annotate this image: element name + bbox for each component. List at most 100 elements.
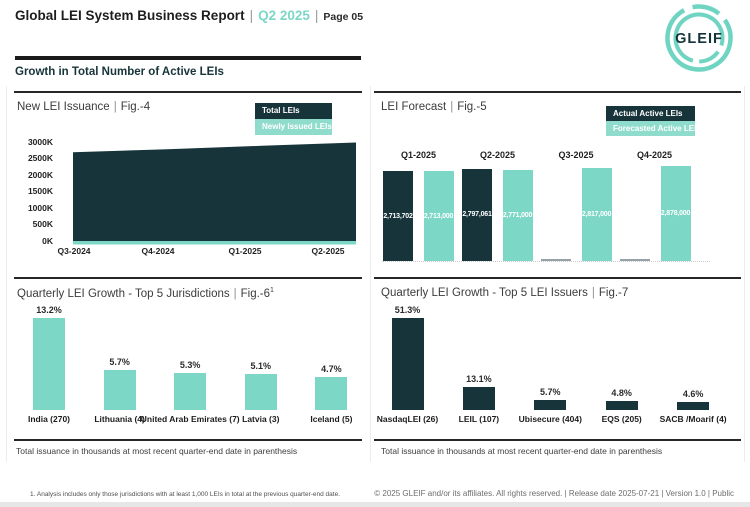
pct-bar xyxy=(391,318,424,410)
fig5-empty-actual-marker xyxy=(541,258,571,261)
fig5-empty-actual-marker xyxy=(620,258,650,261)
fig4-y-tick: 1500K xyxy=(27,186,53,196)
title-divider: | xyxy=(450,101,454,113)
fig4-x-tick: Q1-2025 xyxy=(228,246,262,256)
fig4-fig-label: Fig.-4 xyxy=(120,101,151,113)
fig5-category-label: Q4-2025 xyxy=(636,150,673,160)
pct-value-label: 5.7% xyxy=(540,386,561,397)
fig4-x-tick: Q3-2024 xyxy=(57,246,91,256)
fig5-title-text: LEI Forecast xyxy=(381,101,447,113)
pct-category-label: Latvia (3) xyxy=(242,414,280,424)
fig5-actual-value-label: 2,713,702 xyxy=(383,212,413,220)
fig5-forecast-bar: 2,817,000 xyxy=(581,168,612,261)
fig5-legend: Actual Active LEIs Forecasted Active LEI… xyxy=(606,106,695,136)
pct-bar xyxy=(103,370,136,410)
fig5-actual-bar: 2,713,702 xyxy=(383,171,413,261)
legend-item-newly-issued-leis: Newly Issued LEIs xyxy=(255,119,332,135)
fig5-forecast-value-label: 2,817,000 xyxy=(581,210,612,218)
fig5-category-label: Q2-2025 xyxy=(479,150,516,160)
pct-category-label: India (270) xyxy=(27,414,71,424)
pct-bar xyxy=(244,374,277,410)
fig5-actual-bar: 2,797,061 xyxy=(462,168,492,261)
fig6-title: Quarterly LEI Growth - Top 5 Jurisdictio… xyxy=(17,287,274,300)
fig5-category-label: Q3-2025 xyxy=(558,150,594,160)
section-heading: Growth in Total Number of Active LEIs xyxy=(15,66,224,78)
fig5-forecast-value-label: 2,771,000 xyxy=(502,211,533,219)
fig7-title-text: Quarterly LEI Growth - Top 5 LEI Issuers xyxy=(381,287,588,299)
fig5-actual-value-label: 2,797,061 xyxy=(462,211,492,219)
fig4-y-tick: 2000K xyxy=(27,169,53,180)
panel-rule xyxy=(374,277,741,279)
fig7-title: Quarterly LEI Growth - Top 5 LEI Issuers… xyxy=(381,287,628,299)
pct-category-label: NasdaqLEI (26) xyxy=(376,414,439,424)
title-divider: | xyxy=(113,101,117,113)
fig7-fig-label: Fig.-7 xyxy=(598,287,629,299)
pct-bar xyxy=(534,399,567,410)
legend-item-total-leis: Total LEIs xyxy=(255,103,332,119)
pct-category-label: EQS (205) xyxy=(601,414,642,424)
fig4-title: New LEI Issuance | Fig.-4 xyxy=(17,101,150,113)
fig5-title: LEI Forecast | Fig.-5 xyxy=(381,101,487,113)
pct-bar xyxy=(33,318,65,410)
title-divider: | xyxy=(591,287,595,299)
panel-rule xyxy=(374,91,741,93)
fig5-baseline xyxy=(382,261,710,262)
pct-bar xyxy=(174,373,207,410)
fig7-note: Total issuance in thousands at most rece… xyxy=(381,446,663,456)
title-divider: | xyxy=(233,287,237,300)
fig4-area-svg xyxy=(73,142,356,245)
pct-value-label: 51.3% xyxy=(394,305,421,315)
fig4-y-tick: 500K xyxy=(32,219,53,229)
fig5-category-label: Q1-2025 xyxy=(400,150,437,160)
panel-edge-right xyxy=(744,86,745,462)
fig4-total-leis-area xyxy=(73,142,356,241)
fig4-y-tick: 2500K xyxy=(27,153,53,163)
footnote: 1. Analysis includes only those jurisdic… xyxy=(30,491,341,498)
pct-value-label: 5.7% xyxy=(109,357,130,368)
fig4-y-tick: 0K xyxy=(42,235,53,246)
pct-value-label: 5.3% xyxy=(179,360,201,371)
fig5-fig-label: Fig.-5 xyxy=(457,101,487,113)
pct-value-label: 4.8% xyxy=(611,388,632,399)
fig4-title-text: New LEI Issuance xyxy=(17,101,110,113)
pct-bar xyxy=(605,401,638,410)
panel-rule xyxy=(14,439,362,441)
gleif-logo-text: GLEIF xyxy=(675,31,723,47)
fig5-forecast-value-label: 2,713,000 xyxy=(423,212,454,220)
fig4-legend: Total LEIs Newly Issued LEIs xyxy=(255,103,332,135)
pct-bar xyxy=(677,401,710,410)
page-number-label: Page 05 xyxy=(323,11,364,23)
fig4-x-tick: Q4-2024 xyxy=(141,246,175,256)
fig6-note: Total issuance in thousands at most rece… xyxy=(16,446,298,456)
panel-rule xyxy=(14,91,362,93)
fig5-forecast-bar: 2,878,000 xyxy=(660,166,691,261)
report-header: Global LEI System Business Report | Q2 202… xyxy=(15,8,363,23)
pct-category-label: LEIL (107) xyxy=(458,414,500,424)
gleif-logo: GLEIF xyxy=(661,2,737,74)
pct-value-label: 5.1% xyxy=(250,361,272,372)
header-rule xyxy=(15,56,361,60)
fig4-y-tick: 1000K xyxy=(27,202,53,213)
panel-rule xyxy=(14,277,362,279)
pct-category-label: United Arab Emirates (7) xyxy=(140,414,240,424)
pct-category-label: Ubisecure (404) xyxy=(518,414,582,424)
panel-rule xyxy=(374,439,741,441)
pct-value-label: 4.6% xyxy=(682,388,704,399)
fig5-forecast-value-label: 2,878,000 xyxy=(660,210,691,217)
pct-bar xyxy=(315,377,348,410)
fig4-newly-issued-area xyxy=(73,241,356,245)
pct-bar xyxy=(462,386,495,410)
bottom-strip xyxy=(0,502,750,507)
pct-value-label: 13.2% xyxy=(36,305,62,315)
pct-value-label: 13.1% xyxy=(466,373,492,384)
fig4-y-tick: 3000K xyxy=(27,136,53,147)
legend-item-forecasted-active-leis: Forecasted Active LEIs xyxy=(606,121,695,136)
fig5-forecast-bar: 2,713,000 xyxy=(423,171,454,261)
panel-edge-center xyxy=(370,86,371,462)
panel-edge-left xyxy=(6,86,7,462)
